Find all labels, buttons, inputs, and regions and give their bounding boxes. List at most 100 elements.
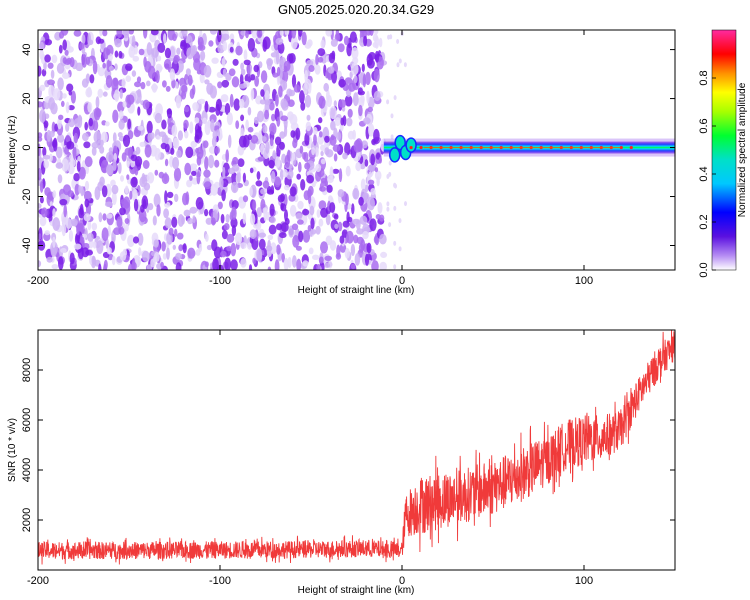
spectrogram-noise-cell	[393, 95, 397, 101]
spectrogram-noise-cell	[172, 137, 180, 149]
spectrogram-noise-cell	[213, 246, 222, 259]
spectrogram-noise-cell	[311, 147, 316, 156]
spectrogram-noise-cell	[270, 242, 277, 255]
spectrogram-noise-cell	[46, 129, 51, 142]
spectrogram-noise-cell	[172, 156, 180, 170]
spectrogram-noise-cell	[161, 241, 166, 252]
spectrogram-noise-cell	[242, 212, 247, 225]
spectrogram-noise-cell	[128, 30, 134, 35]
spectrogram-noise-cell	[136, 76, 142, 83]
spectrogram-noise-cell	[249, 186, 253, 197]
spectrogram-noise-cell	[316, 264, 321, 270]
spectrogram-noise-cell	[217, 81, 223, 89]
spectrogram-noise-cell	[342, 152, 348, 160]
spectrogram-noise-cell	[181, 84, 188, 93]
spectrogram-noise-cell	[229, 46, 234, 53]
spectrogram-noise-cell	[389, 34, 393, 40]
spectrogram-noise-cell	[164, 158, 169, 167]
spectrogram-noise-cell	[135, 146, 141, 155]
spectrogram-noise-cell	[337, 43, 345, 53]
spectrogram-noise-cell	[388, 160, 392, 166]
spectrogram-noise-cell	[182, 243, 187, 254]
spectrogram-noise-cell	[243, 49, 248, 60]
spectrogram-x-tick-label: 0	[399, 275, 405, 287]
spectrogram-noise-cell	[275, 94, 279, 107]
spectrogram-noise-cell	[134, 167, 139, 176]
snr-x-tick-label: 100	[575, 575, 593, 587]
spectrogram-noise-cell	[59, 198, 68, 206]
spectrogram-noise-cell	[269, 216, 276, 224]
spectrogram-noise-cell	[70, 218, 78, 226]
spectrogram-noise-cell	[163, 33, 167, 44]
spectrogram-noise-cell	[105, 75, 113, 88]
spectrogram-noise-cell	[221, 79, 230, 88]
spectrogram-noise-cell	[362, 73, 367, 88]
spectrogram-noise-cell	[114, 38, 122, 48]
spectrogram-noise-cell	[327, 72, 333, 81]
spectrogram-noise-cell	[310, 217, 315, 230]
spectrogram-noise-cell	[250, 88, 255, 101]
spectrogram-noise-cell	[367, 196, 375, 211]
spectrogram-noise-cell	[105, 238, 109, 250]
snr-y-tick-label: 6000	[21, 408, 33, 432]
spectrogram-noise-cell	[168, 227, 174, 236]
spectrogram-noise-cell	[150, 258, 156, 268]
spectrogram-noise-cell	[268, 102, 275, 111]
spectrogram-noise-cell	[238, 135, 247, 148]
spectrogram-noise-cell	[200, 50, 206, 61]
spectrogram-noise-cell	[39, 84, 46, 92]
spectrogram-noise-cell	[151, 84, 158, 91]
spectrogram-noise-cell	[196, 156, 202, 166]
spectrogram-noise-cell	[73, 132, 79, 144]
spectrogram-noise-cell	[187, 74, 193, 86]
spectrogram-noise-cell	[363, 117, 371, 125]
spectrogram-noise-cell	[124, 218, 130, 224]
spectrogram-noise-cell	[127, 94, 135, 105]
spectrogram-noise-cell	[87, 101, 93, 113]
spectrogram-noise-cell	[310, 229, 317, 235]
spectrogram-noise-cell	[177, 130, 183, 141]
spectrogram-noise-cell	[347, 130, 355, 140]
spectrogram-noise-cell	[220, 213, 225, 224]
spectrogram-noise-cell	[242, 172, 246, 183]
spectrogram-noise-cell	[62, 39, 67, 51]
spectrogram-noise-cell	[116, 30, 123, 39]
spectrogram-noise-cell	[203, 169, 211, 178]
spectrogram-noise-cell	[41, 207, 48, 218]
spectrogram-noise-cell	[264, 109, 270, 120]
spectrogram-noise-cell	[304, 42, 312, 49]
spectrogram-noise-cell	[114, 50, 119, 58]
spectrogram-noise-cell	[49, 201, 53, 207]
spectrogram-noise-cell	[91, 142, 99, 149]
spectrogram-noise-cell	[233, 98, 241, 111]
spectrogram-noise-cell	[39, 109, 46, 123]
spectrogram-noise-cell	[176, 232, 184, 240]
spectrogram-noise-cell	[226, 112, 233, 126]
spectrogram-noise-cell	[340, 117, 345, 126]
spectrogram-noise-cell	[131, 35, 136, 49]
spectrogram-noise-cell	[315, 147, 319, 157]
spectrogram-noise-cell	[281, 69, 289, 83]
spectrogram-noise-cell	[83, 141, 91, 149]
spectrogram-noise-cell	[404, 201, 407, 207]
spectrogram-noise-cell	[82, 132, 89, 142]
spectrogram-noise-cell	[221, 230, 228, 240]
spectrogram-noise-cell	[39, 181, 44, 193]
spectrogram-noise-cell	[245, 30, 249, 39]
spectrogram-noise-cell	[72, 145, 77, 160]
spectrogram-noise-cell	[283, 80, 288, 90]
spectrogram-noise-cell	[270, 170, 276, 184]
snr-x-tick-label: -100	[209, 575, 231, 587]
spectrogram-noise-cell	[330, 120, 336, 131]
spectrogram-noise-cell	[319, 186, 326, 192]
spectrogram-noise-cell	[61, 100, 65, 107]
spectrogram-noise-cell	[222, 166, 226, 180]
spectrogram-noise-cell	[277, 42, 285, 54]
spectrogram-noise-cell	[171, 216, 178, 228]
spectrogram-noise-cell	[124, 147, 132, 156]
spectrogram-noise-cell	[368, 123, 375, 137]
spectrogram-noise-cell	[120, 198, 128, 205]
spectrogram-noise-cell	[166, 191, 174, 199]
spectrogram-noise-cell	[262, 180, 270, 189]
spectrogram-noise-cell	[64, 49, 69, 56]
